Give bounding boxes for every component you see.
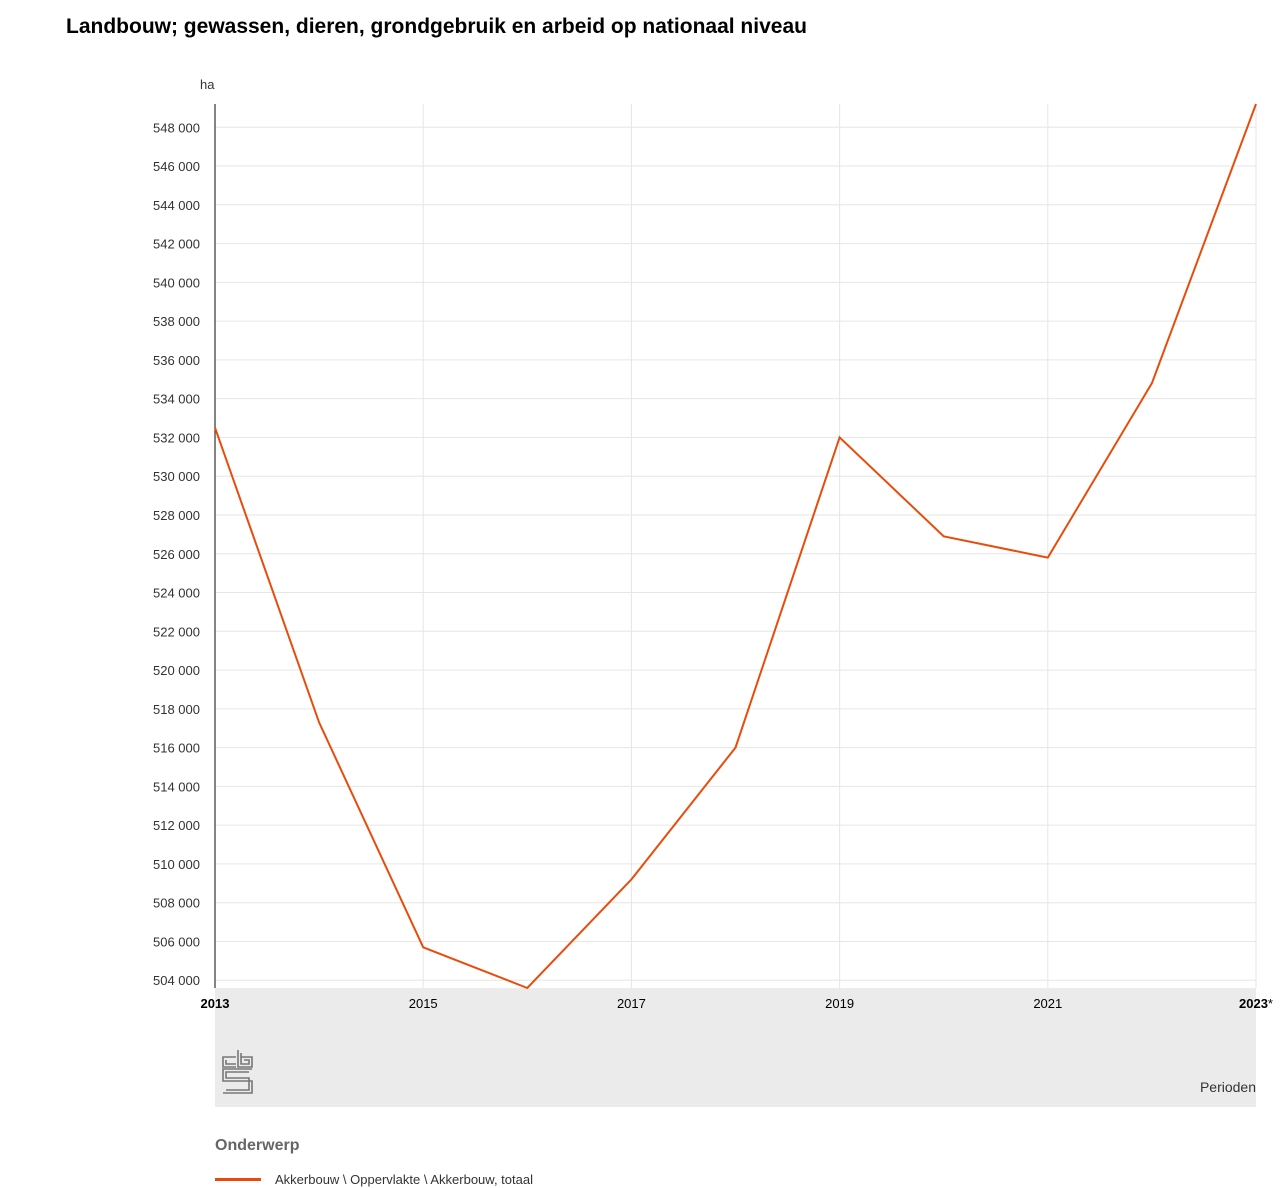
y-tick-label: 522 000 (153, 624, 200, 639)
data-point[interactable] (731, 743, 741, 753)
data-point[interactable] (522, 983, 532, 993)
series-layer (210, 99, 1261, 993)
legend-label: Akkerbouw \ Oppervlakte \ Akkerbouw, tot… (275, 1171, 533, 1187)
y-tick-label: 548 000 (153, 120, 200, 135)
y-tick-label: 526 000 (153, 547, 200, 562)
y-tick-label: 534 000 (153, 392, 200, 407)
legend-item[interactable]: Akkerbouw \ Oppervlakte \ Akkerbouw, tot… (215, 1170, 533, 1188)
chart-title: Landbouw; gewassen, dieren, grondgebruik… (66, 15, 807, 38)
y-tick-label: 530 000 (153, 469, 200, 484)
data-point[interactable] (1043, 553, 1053, 563)
y-tick-label: 518 000 (153, 702, 200, 717)
y-tick-label: 544 000 (153, 198, 200, 213)
x-tick-label: 2019 (825, 996, 854, 1011)
line-chart: 504 000 506 000 508 000 510 000 512 000 514 0… (153, 77, 1273, 1107)
y-tick-label: 514 000 (153, 779, 200, 794)
y-tick-label: 538 000 (153, 314, 200, 329)
y-tick-label: 506 000 (153, 934, 200, 949)
x-axis-title: Perioden (1200, 1079, 1256, 1095)
x-tick-label: 2017 (617, 996, 646, 1011)
y-gridlines (215, 126, 1256, 981)
data-point[interactable] (1251, 99, 1261, 109)
x-axis-band (215, 988, 1256, 1107)
data-point[interactable] (939, 531, 949, 541)
y-tick-label: 536 000 (153, 353, 200, 368)
y-tick-label: 546 000 (153, 159, 200, 174)
data-point[interactable] (314, 717, 324, 727)
legend-swatch (215, 1177, 261, 1181)
x-gridlines (422, 104, 1257, 988)
x-tick-label: 2013 (201, 996, 230, 1011)
x-tick-label: 2015 (409, 996, 438, 1011)
y-tick-label: 540 000 (153, 275, 200, 290)
y-tick-label: 532 000 (153, 430, 200, 445)
y-tick-label: 504 000 (153, 973, 200, 988)
y-axis-unit: ha (200, 77, 215, 92)
data-point[interactable] (835, 432, 845, 442)
y-tick-label: 516 000 (153, 741, 200, 756)
y-tick-labels: 504 000 506 000 508 000 510 000 512 000 514 0… (153, 120, 200, 988)
y-tick-label: 520 000 (153, 663, 200, 678)
data-point[interactable] (626, 874, 636, 884)
cbs-logo-icon (222, 1050, 253, 1094)
y-tick-label: 510 000 (153, 857, 200, 872)
series-line[interactable] (214, 103, 1257, 990)
y-tick-label: 508 000 (153, 896, 200, 911)
x-tick-label: 2021 (1033, 996, 1062, 1011)
data-point[interactable] (418, 942, 428, 952)
y-tick-label: 512 000 (153, 818, 200, 833)
data-point[interactable] (1147, 378, 1157, 388)
y-tick-label: 528 000 (153, 508, 200, 523)
y-tick-label: 524 000 (153, 586, 200, 601)
legend-heading: Onderwerp (215, 1137, 300, 1154)
x-tick-label: 2023* (1239, 996, 1273, 1011)
x-tick-labels: 2013 2015 2017 2019 2021 2023* (201, 996, 1273, 1011)
y-tick-label: 542 000 (153, 237, 200, 252)
data-point[interactable] (210, 423, 220, 433)
